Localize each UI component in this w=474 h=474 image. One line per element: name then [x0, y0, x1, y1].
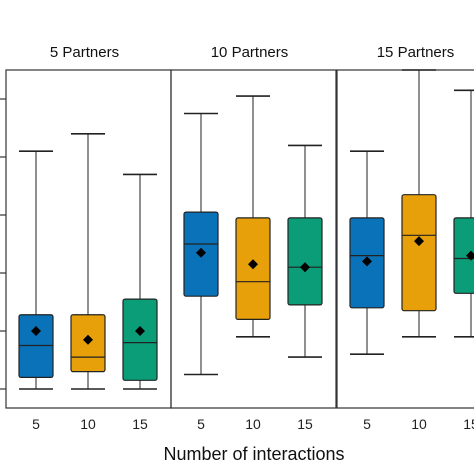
- box-iqr: [453, 217, 474, 294]
- box-iqr: [287, 217, 323, 306]
- mean-marker: [135, 326, 145, 336]
- x-tick-label: 5: [363, 416, 371, 432]
- facet-title: 5 Partners: [50, 44, 119, 61]
- mean-marker: [83, 334, 93, 345]
- mean-marker: [466, 250, 474, 261]
- facet-title: 15 Partners: [377, 44, 455, 61]
- y-axis-ticks: [0, 98, 6, 390]
- box-group: [287, 144, 323, 358]
- box-group: [183, 112, 219, 376]
- x-tick-label: 5: [32, 416, 40, 432]
- x-tick-label: 15: [297, 416, 313, 432]
- x-tick-label: 10: [245, 416, 261, 432]
- box-group: [401, 69, 437, 338]
- mean-marker: [196, 247, 206, 258]
- box-group: [70, 133, 106, 390]
- mean-marker: [414, 236, 424, 247]
- x-axis-title: Number of interactions: [163, 444, 344, 464]
- facet-panels: [5, 69, 474, 409]
- x-tick-label: 10: [411, 416, 427, 432]
- x-tick-label: 5: [197, 416, 205, 432]
- box-iqr: [122, 298, 158, 381]
- box-group: [235, 95, 271, 338]
- box-iqr: [401, 194, 437, 312]
- mean-marker: [362, 256, 372, 267]
- facet-panel-border: [170, 69, 337, 409]
- x-axis-tick-labels: 5 10 15 5 10 15 5 10 15: [32, 416, 474, 432]
- facet-title: 10 Partners: [211, 44, 289, 61]
- box-group: [122, 173, 158, 390]
- x-tick-label: 15: [132, 416, 148, 432]
- box-group: [453, 89, 474, 338]
- x-tick-label: 15: [463, 416, 474, 432]
- x-tick-label: 10: [80, 416, 96, 432]
- mean-marker: [300, 262, 310, 273]
- box-group: [349, 150, 385, 356]
- mean-marker: [248, 259, 258, 270]
- mean-marker: [31, 326, 41, 336]
- box-group: [18, 150, 54, 390]
- facet-strips: 5 Partners 10 Partners 15 Partners: [50, 44, 454, 61]
